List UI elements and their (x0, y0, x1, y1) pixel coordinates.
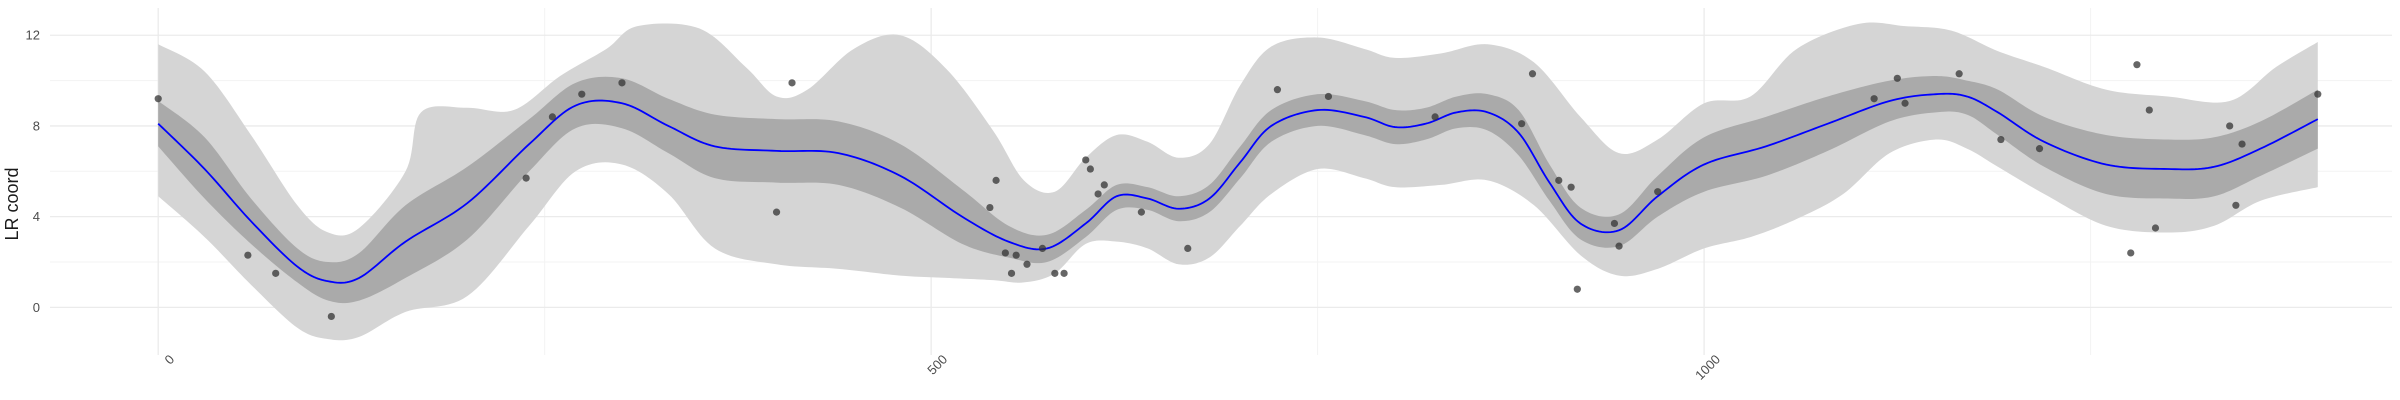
x-tick-label: 500 (924, 352, 950, 378)
data-point (1001, 249, 1009, 257)
data-point (1870, 95, 1878, 103)
data-point (1100, 181, 1108, 189)
data-point (1038, 244, 1047, 253)
data-point (578, 90, 586, 98)
data-point (1184, 244, 1192, 253)
data-point (522, 174, 530, 182)
data-point (154, 95, 162, 103)
outer-confidence-band (158, 22, 2318, 341)
data-point (1901, 99, 1909, 107)
data-point (1023, 260, 1031, 268)
data-point (548, 113, 557, 121)
data-point (2238, 140, 2246, 148)
data-point (2035, 145, 2044, 153)
line-layer (157, 92, 2319, 284)
data-point (1955, 70, 1963, 78)
data-point (1518, 120, 1526, 128)
data-point (1573, 285, 1581, 293)
y-tick-label: 0 (33, 300, 40, 315)
data-point (1094, 190, 1102, 198)
data-point (1060, 269, 1068, 277)
band-layer (158, 22, 2318, 341)
data-point (327, 312, 335, 321)
data-point (2127, 249, 2135, 257)
data-point (1273, 86, 1282, 94)
data-point (1082, 156, 1090, 164)
data-point (1086, 165, 1094, 173)
data-point (1610, 219, 1619, 228)
data-point (1012, 251, 1020, 259)
data-point (1324, 92, 1333, 101)
inner-confidence-band (158, 76, 2318, 304)
data-point (1997, 135, 2005, 144)
data-point (244, 251, 252, 259)
data-point (1137, 208, 1145, 216)
data-point (1567, 183, 1575, 191)
data-point (272, 269, 280, 277)
data-point (2226, 122, 2234, 130)
data-point (992, 176, 1000, 184)
data-point (618, 79, 626, 87)
data-point (1528, 70, 1537, 78)
y-tick-label: 4 (33, 209, 40, 224)
data-point (2314, 90, 2322, 98)
y-tick-label: 12 (26, 28, 40, 43)
y-axis-title: LR coord (2, 167, 22, 240)
data-point (1893, 74, 1901, 82)
data-point (986, 203, 994, 212)
data-point (1615, 242, 1623, 250)
data-point (1555, 176, 1563, 184)
x-tick-label: 1000 (1692, 352, 1723, 383)
data-point (1051, 269, 1059, 277)
data-point (1431, 113, 1439, 121)
data-point (2145, 106, 2153, 114)
data-point (1007, 269, 1016, 277)
point-layer (154, 61, 2322, 321)
y-tick-label: 8 (33, 118, 40, 133)
x-tick-label: 0 (162, 352, 178, 368)
data-point (788, 79, 796, 87)
data-point (1654, 188, 1662, 196)
data-point (2151, 224, 2160, 232)
data-point (772, 208, 781, 216)
data-point (2232, 201, 2240, 209)
mean-line (157, 92, 2319, 284)
data-point (2133, 61, 2141, 69)
